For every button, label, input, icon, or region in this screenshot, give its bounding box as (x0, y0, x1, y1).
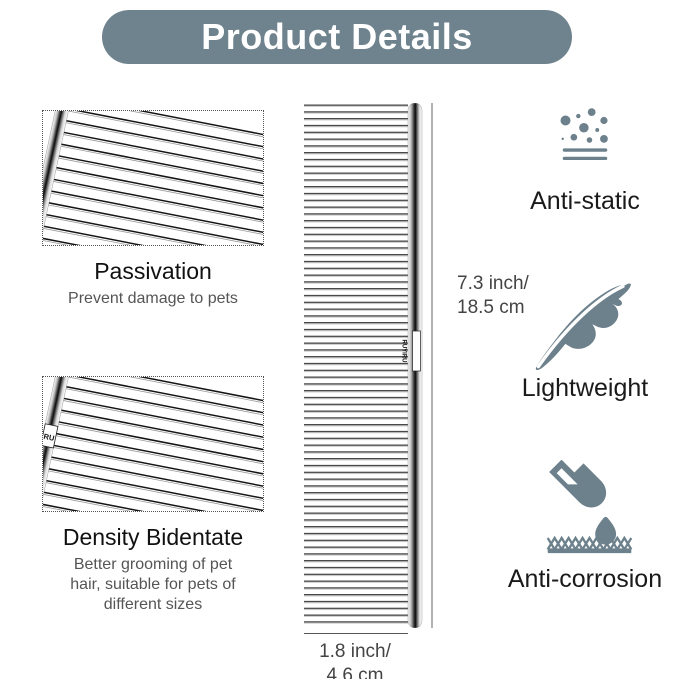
svg-text:RUYIRU: RUYIRU (401, 339, 407, 362)
